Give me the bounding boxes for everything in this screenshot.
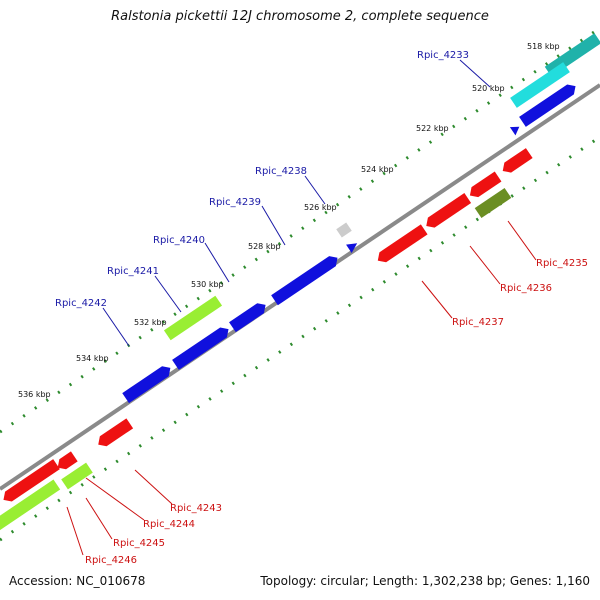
gene-feature-rpic-4233[interactable]: [510, 62, 570, 108]
label-leader-lines: [66, 59, 537, 556]
accession-text: Accession: NC_010678: [9, 574, 146, 588]
gene-feature-rpic-4237[interactable]: [374, 224, 428, 265]
gene-feature-rpic-4243[interactable]: [95, 418, 134, 449]
ruler-labels: 518 kbp 520 kbp 522 kbp 524 kbp 526 kbp …: [18, 42, 560, 399]
gene-feature-rpic-4244[interactable]: [54, 451, 78, 472]
gene-feature-rpic-4235[interactable]: [474, 187, 512, 219]
gene-feature-rpic-4241[interactable]: [163, 295, 223, 341]
outer-tick-line: [0, 26, 600, 434]
ruler-label-532: 532 kbp: [134, 318, 167, 327]
gene-feature-rpic-4240[interactable]: [229, 300, 269, 333]
label-rpic-4238[interactable]: Rpic_4238: [255, 166, 307, 177]
genome-info-text: Topology: circular; Length: 1,302,238 bp…: [260, 574, 590, 588]
label-rpic-4233[interactable]: Rpic_4233: [417, 50, 469, 61]
label-rpic-4239[interactable]: Rpic_4239: [209, 197, 261, 208]
label-rpic-4235[interactable]: Rpic_4235: [536, 258, 588, 269]
ruler-label-534: 534 kbp: [76, 354, 109, 363]
gene-features: [0, 33, 600, 537]
label-rpic-4243[interactable]: Rpic_4243: [170, 503, 222, 514]
ruler-label-526: 526 kbp: [304, 203, 337, 212]
ruler-label-524: 524 kbp: [361, 165, 394, 174]
gene-feature-blue-small-2[interactable]: [346, 239, 360, 253]
gene-feature-rpic-4238[interactable]: [336, 222, 352, 238]
label-rpic-4245[interactable]: Rpic_4245: [113, 538, 165, 549]
gene-feature-rpic-4236[interactable]: [423, 193, 472, 231]
ruler-label-522: 522 kbp: [416, 124, 449, 133]
label-rpic-4246[interactable]: Rpic_4246: [85, 555, 137, 566]
gene-feature-rpic-4246[interactable]: [0, 479, 61, 537]
gene-feature-blue-small-1[interactable]: [509, 123, 522, 136]
label-rpic-4237[interactable]: Rpic_4237: [452, 317, 504, 328]
gene-feature-blue-2[interactable]: [172, 324, 232, 370]
label-rpic-4241[interactable]: Rpic_4241: [107, 266, 159, 277]
label-rpic-4240[interactable]: Rpic_4240: [153, 235, 205, 246]
label-rpic-4242[interactable]: Rpic_4242: [55, 298, 107, 309]
gene-feature-red-2[interactable]: [467, 171, 502, 201]
ruler-label-528: 528 kbp: [248, 242, 281, 251]
gene-labels: Rpic_4233 Rpic_4238 Rpic_4239 Rpic_4240 …: [55, 50, 588, 566]
gene-feature-rpic-4245[interactable]: [61, 462, 93, 490]
gene-feature-red-3[interactable]: [0, 459, 60, 505]
map-title: Ralstonia pickettii 12J chromosome 2, co…: [111, 9, 489, 24]
gene-feature-rpic-4242[interactable]: [122, 363, 173, 404]
gene-feature-blue-1[interactable]: [519, 81, 579, 127]
gene-feature-red-1[interactable]: [499, 148, 533, 176]
ruler-label-520: 520 kbp: [472, 84, 505, 93]
label-rpic-4236[interactable]: Rpic_4236: [500, 283, 552, 294]
ruler-label-536: 536 kbp: [18, 390, 51, 399]
gene-feature-rpic-4239[interactable]: [271, 253, 341, 306]
label-rpic-4244[interactable]: Rpic_4244: [143, 519, 195, 530]
ruler-label-518: 518 kbp: [527, 42, 560, 51]
ruler-label-530: 530 kbp: [191, 280, 224, 289]
